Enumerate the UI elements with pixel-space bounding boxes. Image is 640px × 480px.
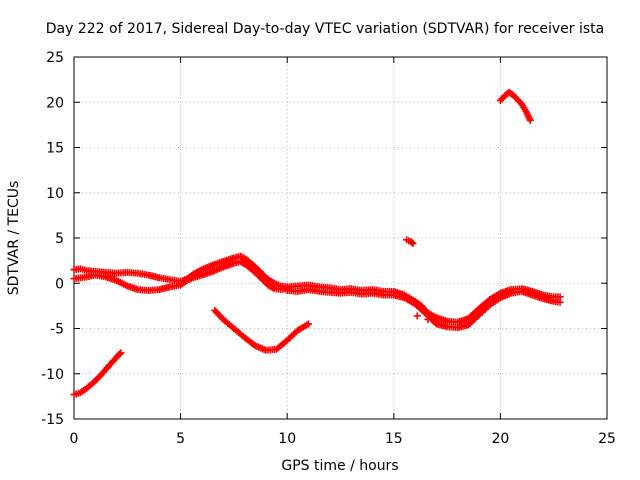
data-point bbox=[413, 312, 421, 320]
x-tick-label: 15 bbox=[385, 431, 403, 447]
x-tick-label: 25 bbox=[598, 431, 616, 447]
axis-ticks: 0 5 10 15 20 25 -15 -10 -5 0 5 10 15 20 25 bbox=[41, 50, 616, 447]
y-axis-label: SDTVAR / TECUs bbox=[6, 181, 22, 296]
data-point bbox=[305, 320, 313, 328]
grid-lines bbox=[74, 57, 607, 419]
data-point bbox=[556, 298, 564, 306]
x-axis-label: GPS time / hours bbox=[281, 458, 398, 474]
y-tick-label: 10 bbox=[46, 186, 64, 202]
y-tick-label: 0 bbox=[55, 276, 64, 292]
x-tick-label: 5 bbox=[176, 431, 185, 447]
y-tick-label: -5 bbox=[50, 322, 64, 338]
y-tick-label: -10 bbox=[41, 367, 64, 383]
y-tick-label: 5 bbox=[55, 231, 64, 247]
chart-title: Day 222 of 2017, Sidereal Day-to-day VTE… bbox=[46, 21, 604, 37]
data-points bbox=[70, 88, 564, 399]
y-tick-label: 25 bbox=[46, 50, 64, 66]
x-tick-label: 20 bbox=[491, 431, 509, 447]
y-tick-label: 20 bbox=[46, 95, 64, 111]
y-tick-label: -15 bbox=[41, 412, 64, 428]
x-tick-label: 10 bbox=[278, 431, 296, 447]
y-tick-label: 15 bbox=[46, 141, 64, 157]
data-point bbox=[424, 315, 432, 323]
data-point bbox=[409, 239, 417, 247]
data-point bbox=[408, 239, 416, 247]
data-point bbox=[116, 350, 124, 358]
data-point bbox=[117, 349, 125, 357]
x-tick-label: 0 bbox=[70, 431, 79, 447]
data-point bbox=[526, 116, 534, 124]
